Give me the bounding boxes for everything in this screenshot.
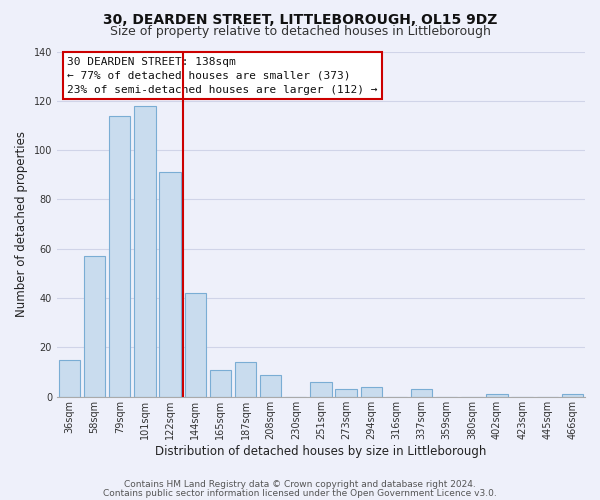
- Bar: [310, 382, 332, 397]
- Text: Contains public sector information licensed under the Open Government Licence v3: Contains public sector information licen…: [103, 488, 497, 498]
- Bar: [134, 106, 155, 397]
- Bar: [335, 390, 357, 397]
- Text: Contains HM Land Registry data © Crown copyright and database right 2024.: Contains HM Land Registry data © Crown c…: [124, 480, 476, 489]
- Bar: [361, 387, 382, 397]
- Bar: [562, 394, 583, 397]
- Bar: [59, 360, 80, 397]
- Bar: [160, 172, 181, 397]
- Bar: [185, 293, 206, 397]
- Bar: [84, 256, 106, 397]
- Bar: [235, 362, 256, 397]
- X-axis label: Distribution of detached houses by size in Littleborough: Distribution of detached houses by size …: [155, 444, 487, 458]
- Bar: [260, 374, 281, 397]
- Text: 30 DEARDEN STREET: 138sqm
← 77% of detached houses are smaller (373)
23% of semi: 30 DEARDEN STREET: 138sqm ← 77% of detac…: [67, 56, 378, 94]
- Bar: [486, 394, 508, 397]
- Text: 30, DEARDEN STREET, LITTLEBOROUGH, OL15 9DZ: 30, DEARDEN STREET, LITTLEBOROUGH, OL15 …: [103, 12, 497, 26]
- Text: Size of property relative to detached houses in Littleborough: Size of property relative to detached ho…: [110, 25, 490, 38]
- Bar: [209, 370, 231, 397]
- Y-axis label: Number of detached properties: Number of detached properties: [15, 131, 28, 317]
- Bar: [109, 116, 130, 397]
- Bar: [411, 390, 432, 397]
